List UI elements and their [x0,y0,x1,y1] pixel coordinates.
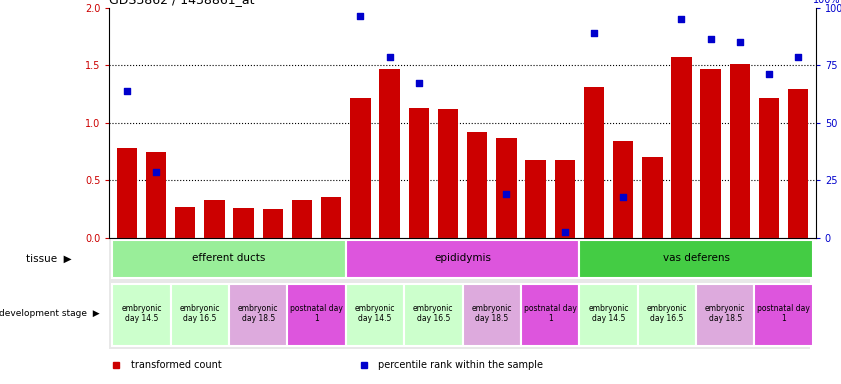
Bar [234,208,254,238]
Bar [467,132,488,238]
Bar [642,157,663,238]
Point [558,229,571,235]
Bar [229,284,288,346]
Text: postnatal day
1: postnatal day 1 [524,304,577,323]
Point [616,194,630,200]
Bar [526,160,546,238]
Text: embryonic
day 18.5: embryonic day 18.5 [472,304,512,323]
Bar [696,284,754,346]
Text: embryonic
day 16.5: embryonic day 16.5 [180,304,220,323]
Point [354,13,368,19]
Text: 100%: 100% [813,0,841,5]
Bar [145,152,167,238]
Bar [117,148,137,238]
Text: embryonic
day 18.5: embryonic day 18.5 [238,304,278,323]
Point [150,169,163,175]
Text: postnatal day
1: postnatal day 1 [757,304,810,323]
Bar [521,284,579,346]
Text: transformed count: transformed count [130,360,221,370]
Bar [463,284,521,346]
Bar [292,200,312,238]
Bar [437,109,458,238]
Bar [759,98,780,238]
Text: postnatal day
1: postnatal day 1 [290,304,343,323]
Bar [579,240,813,278]
Bar [288,284,346,346]
Text: embryonic
day 16.5: embryonic day 16.5 [647,304,687,323]
Bar [346,240,579,278]
Bar [701,69,721,238]
Text: efferent ducts: efferent ducts [193,253,266,263]
Point [412,79,426,86]
Text: tissue  ▶: tissue ▶ [26,253,72,263]
Bar [671,57,691,238]
Point [762,71,775,78]
Point [383,54,396,60]
Point [120,88,134,94]
Text: embryonic
day 14.5: embryonic day 14.5 [121,304,161,323]
Text: embryonic
day 14.5: embryonic day 14.5 [588,304,629,323]
Text: embryonic
day 14.5: embryonic day 14.5 [355,304,395,323]
Bar [496,138,516,238]
Bar [204,200,225,238]
Bar [754,284,813,346]
Point [674,16,688,22]
Bar [350,98,371,238]
Text: GDS3862 / 1438861_at: GDS3862 / 1438861_at [109,0,255,7]
Bar [346,284,405,346]
Point [500,191,513,197]
Bar [175,207,195,238]
Text: epididymis: epididymis [434,253,491,263]
Bar [637,284,696,346]
Bar [554,160,575,238]
Bar [579,284,637,346]
Point [704,36,717,42]
Point [733,39,747,45]
Text: vas deferens: vas deferens [663,253,730,263]
Point [587,30,600,36]
Text: development stage  ▶: development stage ▶ [0,309,99,318]
Bar [584,87,604,238]
Bar [730,64,750,238]
Bar [112,240,346,278]
Bar [405,284,463,346]
Bar [379,69,399,238]
Text: percentile rank within the sample: percentile rank within the sample [378,360,542,370]
Bar [613,141,633,238]
Text: embryonic
day 18.5: embryonic day 18.5 [705,304,745,323]
Bar [262,209,283,238]
Bar [171,284,229,346]
Text: embryonic
day 16.5: embryonic day 16.5 [413,304,453,323]
Bar [409,108,429,238]
Point [791,54,805,60]
Bar [788,89,808,238]
Bar [321,197,341,238]
Bar [112,284,171,346]
